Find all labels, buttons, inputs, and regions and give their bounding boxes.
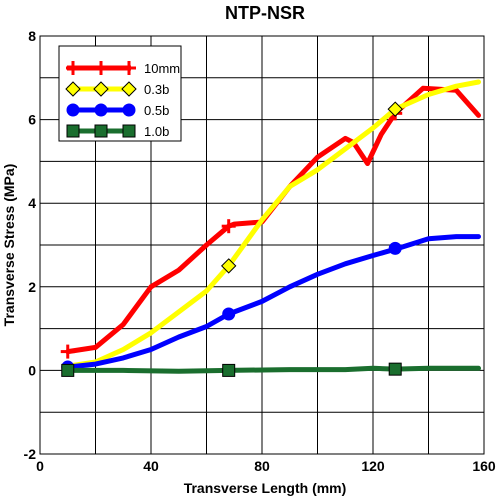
- legend-marker: [122, 61, 136, 75]
- x-tick-label: 80: [254, 458, 270, 474]
- legend-marker: [66, 124, 80, 138]
- y-tick-label: 8: [28, 28, 36, 44]
- legend-marker: [66, 103, 80, 117]
- legend-item: 1.0b: [66, 124, 169, 139]
- x-tick-label: 160: [472, 458, 496, 474]
- y-tick-label: 4: [28, 195, 36, 211]
- series-0.3b: [65, 79, 481, 369]
- series-1.0b: [61, 362, 481, 377]
- data-point: [388, 241, 402, 255]
- legend-marker: [121, 81, 137, 97]
- x-tick-label: 120: [361, 458, 385, 474]
- series-line: [65, 234, 481, 370]
- data-point: [221, 219, 236, 234]
- legend-item: 0.3b: [65, 81, 169, 97]
- data-point: [222, 363, 236, 377]
- series-0.5b: [61, 234, 481, 374]
- legend-label: 0.3b: [144, 82, 169, 97]
- legend-label: 10mm: [144, 61, 180, 76]
- y-tick-label: 2: [28, 279, 36, 295]
- legend-marker: [66, 61, 80, 75]
- y-tick-label: 0: [28, 362, 36, 378]
- legend-item: 0.5b: [66, 103, 169, 118]
- y-tick-label: 6: [28, 112, 36, 128]
- legend-marker: [122, 124, 136, 138]
- data-point: [61, 363, 75, 377]
- y-tick-label: -2: [24, 446, 37, 462]
- legend-label: 0.5b: [144, 103, 169, 118]
- y-axis-label: Transverse Stress (MPa): [1, 164, 17, 327]
- legend-marker: [94, 103, 108, 117]
- legend-marker: [93, 81, 109, 97]
- legend-marker: [94, 124, 108, 138]
- plot-area: [39, 35, 485, 455]
- data-point: [387, 101, 403, 117]
- x-tick-label: 40: [143, 458, 159, 474]
- data-point: [60, 344, 75, 359]
- grid: [40, 36, 484, 454]
- data-point: [388, 362, 402, 376]
- legend-item: 10mm: [66, 61, 180, 76]
- legend-marker: [65, 81, 81, 97]
- data-point: [222, 307, 236, 321]
- x-axis-label: Transverse Length (mm): [184, 480, 347, 496]
- data-point: [220, 258, 237, 274]
- legend: 10mm 0.3b 0.5b 1.0b: [58, 45, 182, 142]
- legend-marker: [122, 103, 136, 117]
- chart-title: NTP-NSR: [225, 3, 305, 23]
- series-group: [60, 79, 481, 377]
- x-tick-label: 0: [36, 458, 44, 474]
- legend-label: 1.0b: [144, 124, 169, 139]
- series-line: [65, 365, 481, 374]
- series-line: [65, 79, 481, 369]
- legend-marker: [94, 61, 108, 75]
